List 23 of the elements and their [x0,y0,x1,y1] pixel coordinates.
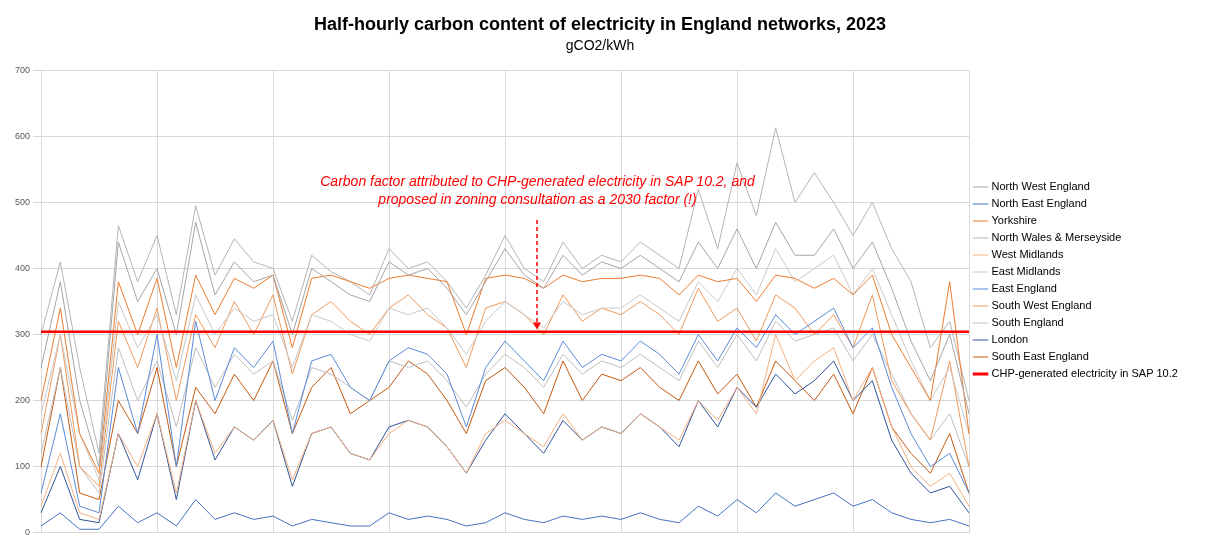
legend-label: North Wales & Merseyside [991,231,1122,244]
legend-label: South England [991,316,1064,329]
y-tick-label: 500 [14,196,31,207]
legend-label: Yorkshire [991,214,1037,227]
legend-label: CHP-generated electricity in SAP 10.2 [991,367,1178,380]
chart-title: Half-hourly carbon content of electricity in England networks, 2023 [313,13,887,34]
legend-label: East England [991,282,1057,295]
chart-subtitle: gCO2/kWh [565,36,635,53]
legend-label: West Midlands [991,248,1064,261]
y-tick-label: 0 [25,527,31,538]
y-tick-label: 200 [14,395,31,406]
y-tick-label: 300 [14,329,31,339]
y-tick-label: 600 [14,130,31,141]
legend-label: East Midlands [991,265,1062,278]
y-tick-label: 400 [14,262,31,273]
annotation: Carbon factor attributed to CHP-generated electricity in SAP 10.2, and proposed in zoning consultation as a 2030 factor (!) [320,173,756,208]
legend-label: North East England [991,197,1087,210]
legend-label: South West England [991,299,1092,312]
legend-label: South East England [991,350,1089,363]
legend-label: North West England [991,180,1090,193]
y-tick-label: 700 [14,64,31,75]
legend-label: London [991,333,1029,346]
y-tick-label: 100 [14,461,31,472]
